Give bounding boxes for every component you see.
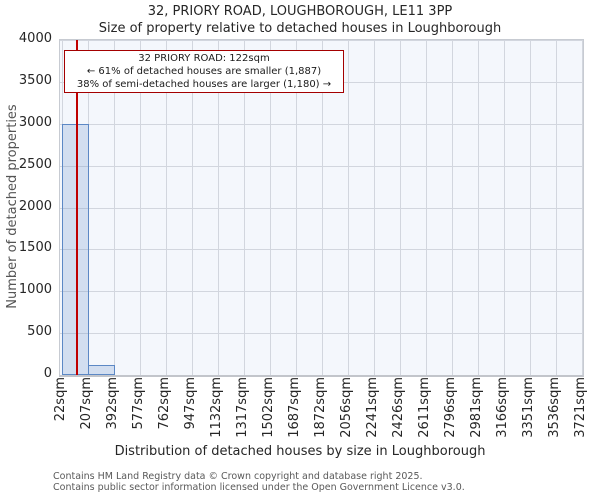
x-tick-label: 1132sqm — [209, 377, 224, 438]
gridline-horizontal — [60, 291, 583, 293]
gridline-horizontal — [60, 207, 583, 209]
gridline-vertical — [504, 40, 505, 375]
x-tick-label: 762sqm — [157, 377, 172, 430]
x-axis-label: Distribution of detached houses by size … — [114, 444, 486, 459]
gridline-vertical — [556, 40, 557, 375]
y-tick-label: 3500 — [18, 72, 52, 88]
x-tick-label: 2241sqm — [365, 377, 380, 438]
attribution-footer: Contains HM Land Registry data © Crown c… — [53, 471, 465, 493]
x-tick-label: 3721sqm — [573, 377, 588, 438]
y-tick-label: 1000 — [18, 282, 52, 298]
x-tick-label: 947sqm — [183, 377, 198, 430]
annotation-smaller-share: ← 61% of detached houses are smaller (1,… — [86, 66, 322, 77]
gridline-vertical — [244, 40, 245, 375]
gridline-horizontal — [60, 165, 583, 167]
property-annotation-callout: 32 PRIORY ROAD: 122sqm ← 61% of detached… — [64, 50, 344, 93]
gridline-vertical — [400, 40, 401, 375]
gridline-vertical — [452, 40, 453, 375]
x-tick-label: 3166sqm — [495, 377, 510, 438]
gridline-vertical — [374, 40, 375, 375]
x-tick-label: 1687sqm — [287, 377, 302, 438]
gridline-vertical — [478, 40, 479, 375]
x-tick-label: 1502sqm — [261, 377, 276, 438]
y-tick-label: 4000 — [18, 31, 52, 46]
x-tick-label: 207sqm — [79, 377, 94, 430]
attribution-line-1: Contains HM Land Registry data © Crown c… — [53, 471, 423, 482]
gridline-horizontal — [60, 249, 583, 251]
chart-subtitle: Size of property relative to detached ho… — [98, 21, 502, 36]
x-tick-label: 22sqm — [53, 377, 68, 422]
gridline-vertical — [322, 40, 323, 375]
y-tick-label: 3000 — [18, 114, 52, 130]
x-tick-label: 2981sqm — [469, 377, 484, 438]
gridline-horizontal — [60, 123, 583, 125]
property-marker-line — [76, 40, 78, 375]
y-tick-label: 2500 — [18, 156, 52, 172]
gridline-vertical — [192, 40, 193, 375]
x-tick-label: 577sqm — [131, 377, 146, 430]
x-tick-label: 3536sqm — [547, 377, 562, 438]
chart-title: 32, PRIORY ROAD, LOUGHBOROUGH, LE11 3PP — [147, 4, 453, 19]
gridline-vertical — [114, 40, 115, 375]
x-tick-label: 1872sqm — [313, 377, 328, 438]
gridline-vertical — [270, 40, 271, 375]
gridline-horizontal — [60, 333, 583, 335]
gridline-horizontal — [60, 40, 583, 41]
histogram-bar — [88, 365, 115, 375]
y-tick-label: 500 — [27, 324, 52, 340]
gridline-vertical — [530, 40, 531, 375]
gridline-vertical — [218, 40, 219, 375]
y-tick-label: 1500 — [18, 240, 52, 256]
x-tick-label: 3351sqm — [521, 377, 536, 438]
x-tick-label: 1317sqm — [235, 377, 250, 438]
gridline-vertical — [166, 40, 167, 375]
histogram-bar — [62, 124, 89, 375]
y-tick-label: 0 — [43, 366, 52, 381]
gridline-vertical — [426, 40, 427, 375]
x-tick-label: 2611sqm — [417, 377, 432, 438]
gridline-vertical — [140, 40, 141, 375]
annotation-property-size: 32 PRIORY ROAD: 122sqm — [138, 53, 270, 64]
x-tick-label: 392sqm — [105, 377, 120, 430]
y-tick-label: 2000 — [18, 198, 52, 214]
x-tick-label: 2426sqm — [391, 377, 406, 438]
gridline-vertical — [296, 40, 297, 375]
gridline-vertical — [582, 40, 583, 375]
x-tick-label: 2056sqm — [339, 377, 354, 438]
gridline-vertical — [348, 40, 349, 375]
plot-area — [59, 39, 584, 377]
x-tick-label: 2796sqm — [443, 377, 458, 438]
annotation-larger-share: 38% of semi-detached houses are larger (… — [76, 79, 332, 90]
attribution-line-2: Contains public sector information licen… — [53, 481, 465, 493]
